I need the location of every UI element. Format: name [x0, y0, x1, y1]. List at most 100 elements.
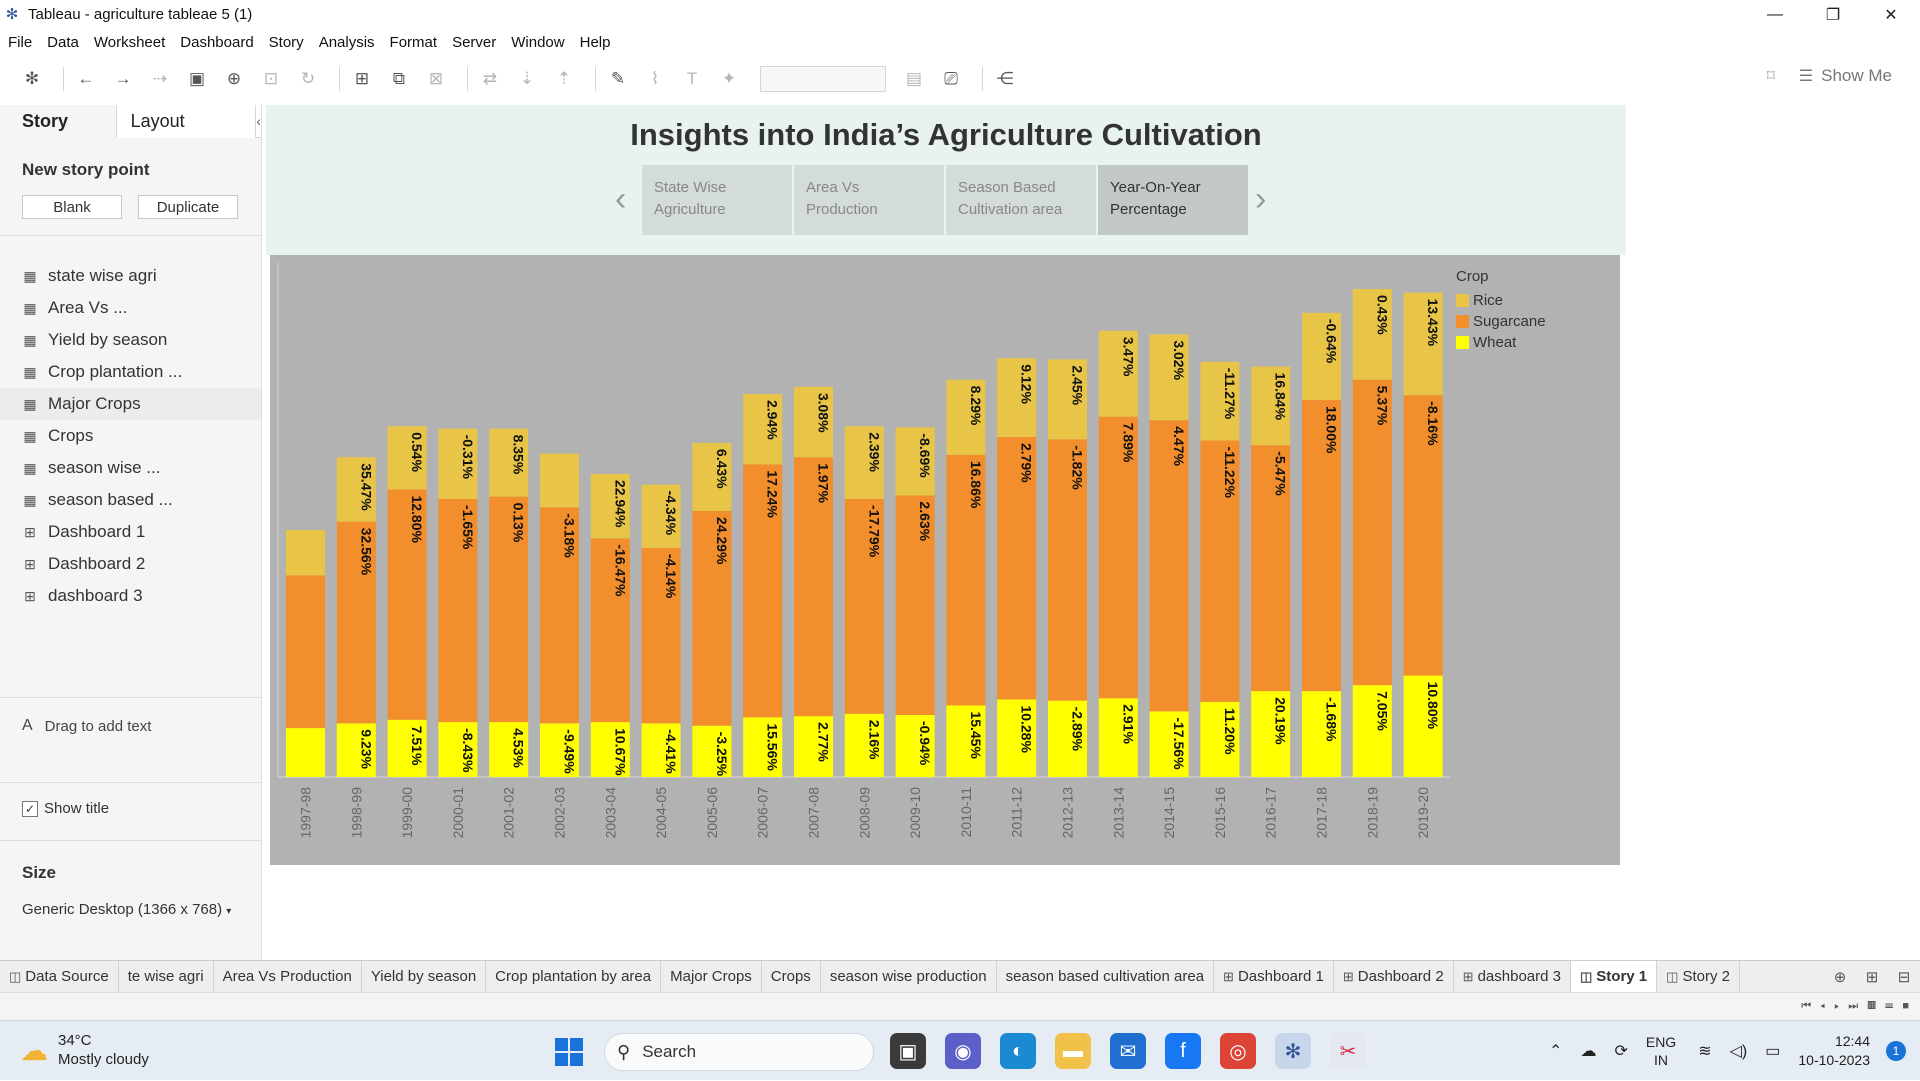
show-title-checkbox[interactable]: ✓ Show title: [22, 800, 109, 817]
pin-icon[interactable]: ⌑: [1766, 68, 1775, 85]
sheet-tab[interactable]: season based cultivation area: [997, 960, 1215, 993]
battery-icon[interactable]: ▭: [1765, 1043, 1781, 1060]
sheet-item[interactable]: ▦ Yield by season: [0, 324, 261, 356]
sheet-item[interactable]: ▦ Crops: [0, 420, 261, 452]
bar-segment-rice[interactable]: [641, 484, 681, 548]
bar-segment-sugarcane[interactable]: [336, 521, 376, 724]
checkbox-checked-icon[interactable]: ✓: [22, 800, 38, 817]
bar-segment-rice[interactable]: [1149, 334, 1189, 421]
bar-segment-wheat[interactable]: [1149, 711, 1189, 777]
bar-segment-rice[interactable]: [1098, 330, 1138, 417]
new-data-source-icon[interactable]: ⊕: [226, 69, 242, 88]
wifi-icon[interactable]: ≋: [1698, 1043, 1712, 1060]
highlight-icon[interactable]: ✎: [610, 69, 626, 88]
snipping-tool-icon[interactable]: ✂: [1330, 1033, 1366, 1069]
minimize-button[interactable]: —: [1767, 5, 1783, 23]
bar-segment-rice[interactable]: [844, 426, 884, 499]
bar-segment-sugarcane[interactable]: [1149, 420, 1189, 712]
bar-segment-rice[interactable]: [336, 457, 376, 522]
collapse-pane-icon[interactable]: ‹: [256, 105, 261, 137]
bar-segment-sugarcane[interactable]: [946, 454, 986, 706]
bar-segment-sugarcane[interactable]: [641, 547, 681, 724]
tableau-logo-icon[interactable]: ✻: [24, 69, 40, 88]
bar-segment-wheat[interactable]: [387, 719, 427, 777]
clear-sheet-icon[interactable]: ⊠: [428, 69, 444, 88]
story-point-3[interactable]: Season Based Cultivation area: [946, 165, 1096, 235]
sync-icon[interactable]: ⟳: [1614, 1043, 1628, 1060]
menu-window[interactable]: Window: [511, 34, 565, 51]
bar-segment-rice[interactable]: [1403, 292, 1443, 396]
legend-item-sugarcane[interactable]: Sugarcane: [1456, 311, 1546, 332]
bar-segment-wheat[interactable]: [895, 714, 935, 777]
menu-analysis[interactable]: Analysis: [318, 34, 375, 51]
menu-story[interactable]: Story: [268, 34, 304, 51]
bar-segment-sugarcane[interactable]: [540, 507, 579, 724]
menu-file[interactable]: File: [8, 34, 33, 51]
next-story-point-icon[interactable]: ›: [1255, 180, 1267, 218]
bar-segment-wheat[interactable]: [794, 716, 833, 777]
sort-descending-icon[interactable]: ⇡: [556, 69, 572, 88]
fit-dropdown[interactable]: [760, 66, 886, 92]
close-button[interactable]: ✕: [1884, 6, 1898, 24]
sort-ascending-icon[interactable]: ⇣: [519, 69, 535, 88]
story-point-1[interactable]: State Wise Agriculture: [642, 165, 792, 235]
story-point-2[interactable]: Area Vs Production: [794, 165, 944, 235]
legend-item-wheat[interactable]: Wheat: [1456, 332, 1546, 353]
bar-segment-wheat[interactable]: [1251, 691, 1291, 777]
bar-segment-sugarcane[interactable]: [1302, 399, 1341, 692]
bar-segment-rice[interactable]: [1251, 366, 1291, 446]
save-icon[interactable]: ▣: [188, 69, 206, 88]
bar-segment-rice[interactable]: [387, 426, 427, 490]
bar-segment-rice[interactable]: [1200, 361, 1240, 441]
pause-updates-icon[interactable]: ⊡: [263, 69, 279, 88]
duplicate-sheet-icon[interactable]: ⧉: [392, 69, 406, 88]
edge-icon[interactable]: ◐: [1000, 1033, 1036, 1069]
show-me-button[interactable]: ☰ Show Me: [1799, 66, 1892, 86]
tab-story[interactable]: Story: [0, 105, 116, 138]
chrome-icon[interactable]: ◎: [1220, 1033, 1256, 1069]
bar-segment-sugarcane[interactable]: [286, 575, 325, 729]
sheet-item[interactable]: ▦ Area Vs ...: [0, 292, 261, 324]
sheet-tab[interactable]: ◫ Data Source: [0, 960, 119, 993]
sheet-tab[interactable]: ⊞ Dashboard 1: [1214, 960, 1334, 993]
sheet-tab[interactable]: ◫ Story 1: [1570, 960, 1658, 993]
menu-help[interactable]: Help: [579, 34, 611, 51]
new-story-tab-icon[interactable]: ⊟: [1897, 969, 1911, 986]
weather-widget[interactable]: ☁ 34°C Mostly cloudy: [20, 1031, 149, 1069]
sheet-item[interactable]: ▦ Crop plantation ...: [0, 356, 261, 388]
bar-segment-sugarcane[interactable]: [438, 498, 478, 723]
chevron-up-icon[interactable]: ⌃: [1549, 1043, 1563, 1060]
bar-segment-rice[interactable]: [286, 530, 325, 576]
bar-segment-sugarcane[interactable]: [1352, 379, 1392, 686]
bar-segment-sugarcane[interactable]: [489, 496, 529, 723]
bar-segment-wheat[interactable]: [489, 722, 529, 777]
notification-badge[interactable]: 1: [1886, 1041, 1906, 1061]
bar-segment-wheat[interactable]: [997, 699, 1037, 777]
sheet-tab[interactable]: te wise agri: [119, 960, 214, 993]
bar-segment-rice[interactable]: [489, 428, 529, 497]
presentation-mode-icon[interactable]: ⎚: [944, 69, 958, 88]
sheet-tab[interactable]: Area Vs Production: [214, 960, 362, 993]
volume-icon[interactable]: ◁): [1729, 1043, 1748, 1060]
mail-icon[interactable]: ✉: [1110, 1033, 1146, 1069]
clock[interactable]: 12:44 10-10-2023: [1798, 1032, 1870, 1070]
bar-segment-wheat[interactable]: [844, 713, 884, 777]
fix-axes-icon[interactable]: ✦: [721, 69, 737, 88]
swap-icon[interactable]: ⇄: [482, 69, 498, 88]
duplicate-button[interactable]: Duplicate: [138, 195, 238, 219]
bar-segment-rice[interactable]: [743, 393, 783, 465]
bar-segment-rice[interactable]: [692, 442, 732, 511]
share-icon[interactable]: ⋲: [996, 69, 1014, 88]
labels-icon[interactable]: T: [686, 69, 698, 88]
sheet-tab[interactable]: ⊞ Dashboard 2: [1334, 960, 1454, 993]
bar-segment-sugarcane[interactable]: [1048, 439, 1087, 701]
bar-segment-wheat[interactable]: [286, 728, 325, 777]
sheet-item[interactable]: ⊞ Dashboard 2: [0, 548, 261, 580]
taskbar-search[interactable]: ⚲ Search: [604, 1033, 874, 1071]
sheet-tab[interactable]: Major Crops: [661, 960, 762, 993]
bar-segment-wheat[interactable]: [540, 723, 579, 777]
sheet-item[interactable]: ▦ season wise ...: [0, 452, 261, 484]
bar-segment-sugarcane[interactable]: [590, 538, 630, 723]
sheet-tab[interactable]: ⊞ dashboard 3: [1454, 960, 1571, 993]
bar-segment-sugarcane[interactable]: [743, 464, 783, 718]
